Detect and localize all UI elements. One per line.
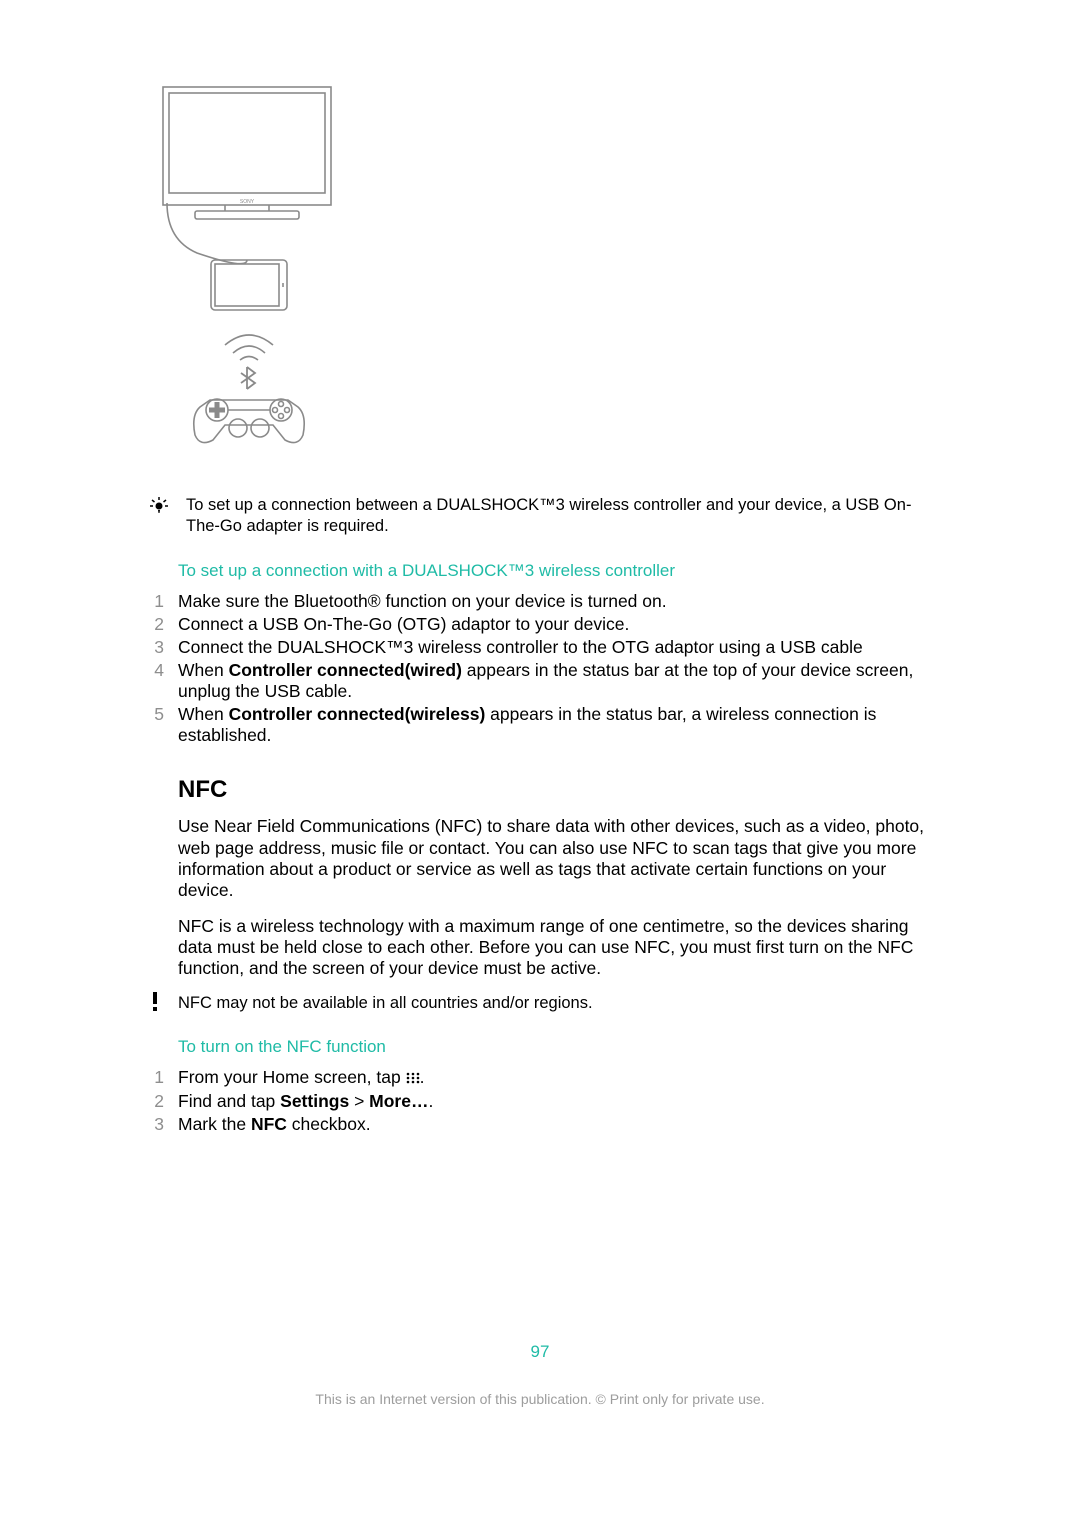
tip-note: To set up a connection between a DUALSHO… bbox=[150, 495, 940, 536]
list-item: 1 From your Home screen, tap . bbox=[150, 1067, 940, 1089]
dualshock-steps-list: 1 Make sure the Bluetooth® function on y… bbox=[150, 591, 940, 746]
apps-grid-icon bbox=[406, 1068, 420, 1089]
list-item: 2 Connect a USB On-The-Go (OTG) adaptor … bbox=[150, 614, 940, 635]
nfc-steps-list: 1 From your Home screen, tap . 2 Find an… bbox=[150, 1067, 940, 1135]
tip-text: To set up a connection between a DUALSHO… bbox=[186, 495, 940, 536]
lightbulb-icon bbox=[150, 497, 168, 520]
nfc-para2: NFC is a wireless technology with a maxi… bbox=[178, 916, 940, 980]
list-item: 3 Connect the DUALSHOCK™3 wireless contr… bbox=[150, 637, 940, 658]
nfc-warning: NFC may not be available in all countrie… bbox=[150, 994, 940, 1017]
connection-diagram: SONY bbox=[155, 85, 940, 460]
nfc-turnon-heading: To turn on the NFC function bbox=[178, 1037, 940, 1057]
dualshock-setup-heading: To set up a connection with a DUALSHOCK™… bbox=[178, 561, 940, 581]
nfc-para1: Use Near Field Communications (NFC) to s… bbox=[178, 816, 940, 901]
exclamation-icon bbox=[150, 991, 160, 1017]
list-item: 2 Find and tap Settings > More…. bbox=[150, 1091, 940, 1112]
list-item: 4 When Controller connected(wired) appea… bbox=[150, 660, 940, 702]
page-number: 97 bbox=[0, 1342, 1080, 1362]
list-item: 1 Make sure the Bluetooth® function on y… bbox=[150, 591, 940, 612]
nfc-heading: NFC bbox=[178, 776, 940, 804]
svg-text:SONY: SONY bbox=[240, 199, 255, 205]
list-item: 5 When Controller connected(wireless) ap… bbox=[150, 704, 940, 746]
list-item: 3 Mark the NFC checkbox. bbox=[150, 1114, 940, 1135]
warning-text: NFC may not be available in all countrie… bbox=[178, 994, 593, 1013]
footer-text: This is an Internet version of this publ… bbox=[0, 1391, 1080, 1407]
